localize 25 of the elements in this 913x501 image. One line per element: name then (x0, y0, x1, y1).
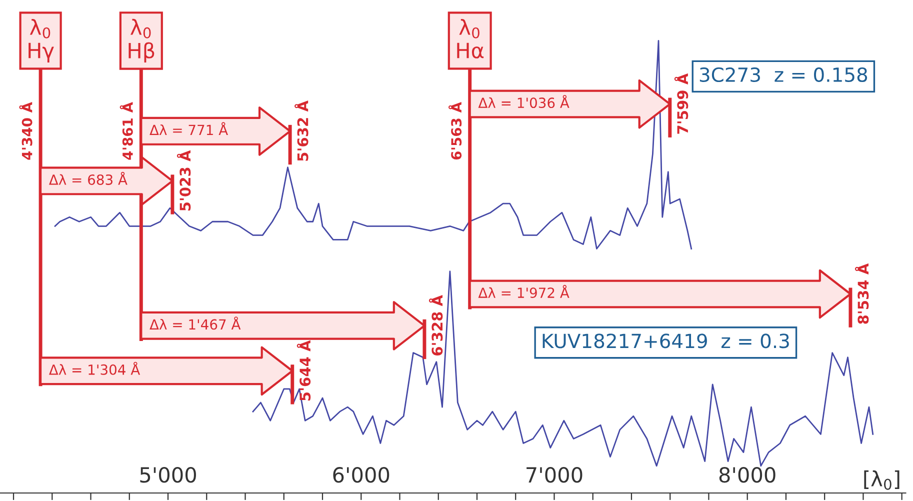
annotation: Δλ = 1'972 Å (478, 284, 570, 298)
annotation: λ$_{0}$ Hβ (128, 18, 154, 63)
x-tick-label: 5'000 (140, 466, 196, 483)
annotation: Δλ = 1'304 Å (48, 362, 140, 375)
annotation: Δλ = 683 Å (48, 172, 128, 185)
ref-line-label: 4'340 Å (19, 102, 32, 160)
ref-line-label: 4'861 Å (120, 102, 133, 160)
ref-line-label: 6'563 Å (448, 102, 462, 160)
ref-line-label: 5'632 Å (294, 100, 308, 161)
ref-line-label: 5'644 Å (296, 340, 311, 400)
text: 3C273 z = 0.158 (700, 67, 868, 82)
annotation: Δλ = 771 Å (150, 122, 228, 135)
ref-line-label: 6'328 Å (428, 295, 443, 356)
x-axis-title: [λ$_{0}$] (864, 470, 900, 490)
annotation: Δλ = 1'467 Å (150, 316, 241, 330)
annotation: λ$_{0}$ Hγ (28, 18, 54, 62)
ref-line-label: 8'534 Å (854, 263, 869, 324)
ref-line-label: 7'599 Å (674, 73, 688, 134)
x-tick-label: 7'000 (526, 466, 582, 483)
annotation: λ$_{0}$ Hα (457, 18, 484, 58)
x-tick-label: 6'000 (333, 466, 390, 483)
x-tick-label: 8'000 (719, 466, 776, 483)
ref-line-label: 5'023 Å (176, 150, 191, 210)
annotation: Δλ = 1'036 Å (478, 94, 570, 108)
text: KUV18217+6419 z = 0.3 (542, 334, 789, 348)
